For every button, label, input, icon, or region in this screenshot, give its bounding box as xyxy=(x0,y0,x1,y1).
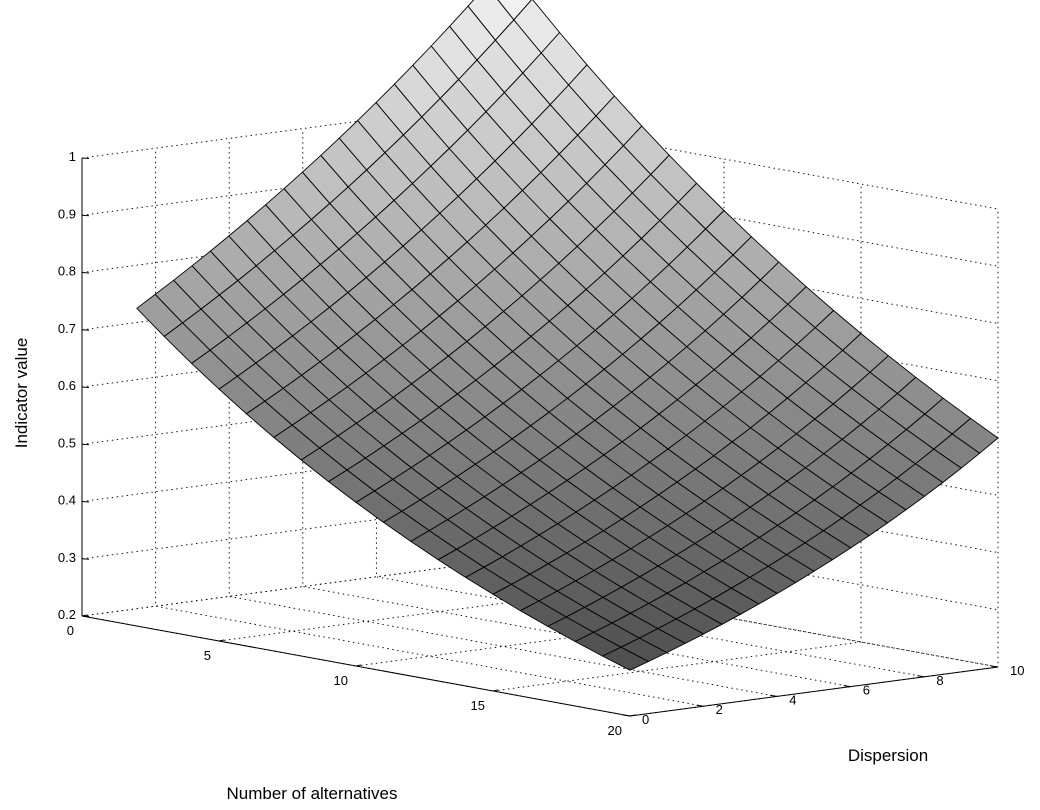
y-tick-label: 2 xyxy=(716,702,723,717)
axis-titles: Indicator value Dispersion Number of alt… xyxy=(12,338,928,803)
x-axis-label: Number of alternatives xyxy=(226,784,397,803)
grid-line-y xyxy=(228,138,778,697)
grid-line-y xyxy=(302,128,851,688)
x-tick-mark xyxy=(629,714,636,717)
y-tick-label: 4 xyxy=(789,692,796,707)
y-axis-label: Dispersion xyxy=(848,746,928,765)
x-tick-mark xyxy=(355,664,362,667)
x-tick-mark xyxy=(81,614,88,617)
z-tick-label: 0.2 xyxy=(58,607,76,622)
z-tick-mark xyxy=(81,214,90,217)
z-tick-label: 0.7 xyxy=(58,321,76,336)
z-tick-label: 0.8 xyxy=(58,264,76,279)
surface-cell xyxy=(602,646,649,671)
z-tick-mark xyxy=(81,443,90,446)
y-tick-mark xyxy=(770,694,778,697)
surface-mesh xyxy=(136,0,999,671)
z-tick-label: 1 xyxy=(69,149,76,164)
z-tick-mark xyxy=(81,501,90,503)
x-tick-mark xyxy=(492,689,499,692)
x-tick-label: 5 xyxy=(204,648,211,663)
y-tick-label: 0 xyxy=(642,712,649,727)
z-tick-mark xyxy=(81,558,90,560)
grid-line-x xyxy=(492,184,862,692)
y-tick-mark xyxy=(990,665,999,668)
y-tick-label: 6 xyxy=(863,683,870,698)
z-axis-label: Indicator value xyxy=(12,338,31,449)
y-tick-mark xyxy=(917,675,925,678)
y-tick-mark xyxy=(622,714,631,717)
z-tick-mark xyxy=(81,272,90,274)
y-tick-label: 8 xyxy=(936,673,943,688)
y-tick-label: 10 xyxy=(1010,663,1024,678)
z-tick-label: 0.3 xyxy=(58,550,76,565)
grid-line-y xyxy=(449,109,999,668)
z-tick-mark xyxy=(81,386,90,388)
y-tick-mark xyxy=(696,704,704,707)
y-axis-line xyxy=(629,666,999,717)
grid-line-y xyxy=(375,118,925,678)
y-tick-mark xyxy=(843,685,851,688)
z-tick-label: 0.9 xyxy=(58,206,76,221)
x-tick-label: 10 xyxy=(334,673,348,688)
z-tick-mark xyxy=(81,157,90,159)
z-tick-label: 0.6 xyxy=(58,378,76,393)
x-tick-label: 0 xyxy=(67,623,74,638)
x-tick-mark xyxy=(218,639,225,642)
z-tick-mark xyxy=(81,329,90,331)
z-tick-label: 0.4 xyxy=(58,493,76,508)
x-tick-label: 20 xyxy=(608,723,622,738)
z-tick-label: 0.5 xyxy=(58,435,76,450)
grid-line-y xyxy=(155,148,704,707)
x-tick-label: 15 xyxy=(471,698,485,713)
